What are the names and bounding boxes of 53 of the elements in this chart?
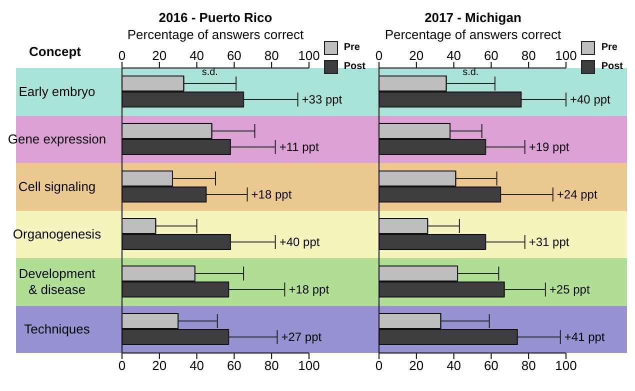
y-tick-label: Early embryo (18, 84, 96, 99)
annotation: +18 ppt (288, 282, 330, 296)
x-tick-label: 100 (298, 48, 320, 63)
x-tick-label: 80 (522, 48, 536, 63)
x-tick-label: 100 (556, 48, 578, 63)
annotation: +40 ppt (279, 235, 320, 249)
annotation: +33 ppt (302, 92, 343, 106)
x2-tick-label: 80 (264, 358, 279, 374)
y-axis-title: Concept (28, 44, 82, 59)
chart-title: 2017 - Michigan (424, 10, 522, 25)
text: Post (601, 61, 623, 72)
x-tick-label: 20 (410, 48, 424, 63)
annotation: +24 ppt (557, 188, 598, 202)
x-tick-label: 40 (190, 48, 204, 63)
annotation: +41 ppt (564, 330, 606, 344)
x2-tick-label: 40 (190, 358, 204, 374)
legend-label: Pre (601, 42, 618, 53)
x-tick-label: 20 (152, 48, 167, 63)
x2-tick-label: 80 (522, 358, 536, 374)
x-tick-label: 0 (376, 48, 384, 63)
annotation: s.d. (463, 67, 480, 78)
text: Post (344, 61, 366, 72)
legend-label: Pre (344, 42, 360, 53)
annotation: +19 ppt (529, 140, 570, 154)
y-tick-label: Organogenesis (12, 226, 102, 242)
y-tick-label: Techniques (24, 321, 90, 336)
x-tick-label: 0 (118, 48, 126, 63)
chart-title: 2016 - Puerto Rico (158, 10, 274, 25)
x2-tick-label: 60 (484, 358, 499, 374)
x-tick-label: 80 (264, 48, 279, 63)
x2-tick-label: 60 (226, 358, 242, 374)
y-tick-label: Gene expression (8, 131, 106, 146)
annotation: +25 ppt (550, 282, 591, 296)
x2-tick-label: 0 (118, 358, 126, 374)
annotation: s.d. (202, 67, 218, 78)
annotation: +18 ppt (251, 188, 292, 202)
x-tick-label: 40 (447, 48, 462, 63)
annotation: +27 ppt (281, 330, 322, 344)
x2-tick-label: 100 (556, 358, 578, 374)
annotation: +31 ppt (529, 235, 570, 249)
x-tick-label: 60 (484, 48, 499, 63)
annotation: +11 ppt (279, 140, 320, 154)
x2-tick-label: 100 (298, 358, 320, 374)
x2-tick-label: 20 (152, 358, 167, 374)
x2-tick-label: 0 (376, 358, 384, 374)
x2-axis-title: Percentage of answers correct (384, 27, 562, 42)
text: +40 ppt (570, 92, 612, 106)
x2-tick-label: 20 (410, 358, 424, 374)
y-tick-label: Development & disease (18, 266, 96, 297)
y-tick-label: Cell signaling (18, 178, 96, 194)
x2-tick-label: 40 (447, 358, 462, 374)
x2-axis-title: Percentage of answers correct (126, 27, 305, 42)
x-tick-label: 60 (226, 48, 242, 63)
